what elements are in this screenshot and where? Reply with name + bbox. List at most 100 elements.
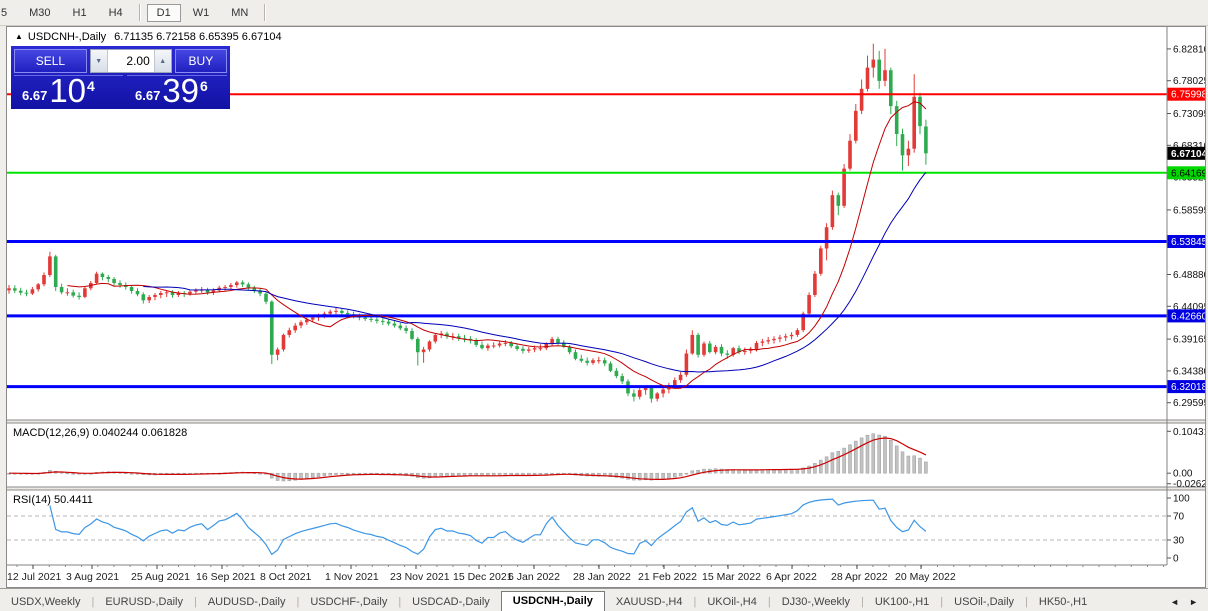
timeframe-button-5[interactable]: 5 xyxy=(1,6,8,19)
tab-separator: | xyxy=(398,596,402,608)
svg-text:6.64169: 6.64169 xyxy=(1171,168,1205,179)
svg-text:100: 100 xyxy=(1173,494,1190,505)
tab-separator: | xyxy=(193,596,197,608)
tab-scroll-left-icon[interactable]: ◄ xyxy=(1170,597,1180,607)
tab-separator: | xyxy=(767,596,771,608)
volume-input[interactable] xyxy=(107,50,154,72)
svg-text:15 Mar 2022: 15 Mar 2022 xyxy=(702,571,761,583)
svg-text:6.53845: 6.53845 xyxy=(1171,237,1205,248)
chart-tab-dj30-weekly[interactable]: DJ30-,Weekly xyxy=(781,596,850,608)
sell-price-prefix: 6.67 xyxy=(22,88,48,103)
timeframe-button-d1[interactable]: D1 xyxy=(146,3,181,22)
svg-text:1 Nov 2021: 1 Nov 2021 xyxy=(325,571,379,583)
svg-text:6.75998: 6.75998 xyxy=(1171,90,1205,101)
chart-tab-uk100-h1[interactable]: UK100-,H1 xyxy=(874,596,930,608)
chart-symbol-label: USDCNH-,Daily xyxy=(27,31,107,43)
svg-text:6.78025: 6.78025 xyxy=(1173,76,1205,87)
tab-scroll-controls: ◄ ► xyxy=(1170,597,1208,611)
svg-text:12 Jul 2021: 12 Jul 2021 xyxy=(7,571,61,583)
chart-tab-hk50-h1[interactable]: HK50-,H1 xyxy=(1038,596,1088,608)
tab-separator: | xyxy=(1025,596,1028,608)
macd-histogram xyxy=(7,433,928,482)
chart-tab-usoil-daily[interactable]: USOil-,Daily xyxy=(954,596,1015,608)
timeframe-button-m30[interactable]: M30 xyxy=(29,6,51,19)
chart-window: 6.828106.780256.730956.683106.635256.585… xyxy=(6,26,1208,588)
svg-text:30: 30 xyxy=(1173,536,1185,547)
svg-text:6.73095: 6.73095 xyxy=(1173,109,1205,120)
buy-price-big-digits: 39 xyxy=(162,72,200,109)
timeframe-toolbar: 5 M30 H1 H4 D1 W1 MN xyxy=(0,0,1208,26)
svg-text:6.29595: 6.29595 xyxy=(1173,398,1205,409)
buy-button[interactable]: BUY xyxy=(174,49,227,73)
volume-stepper: ▼ ▲ xyxy=(89,49,172,73)
sell-price-pipette: 4 xyxy=(87,78,95,94)
sell-button[interactable]: SELL xyxy=(14,49,87,73)
timeframe-button-mn[interactable]: MN xyxy=(231,6,249,19)
svg-text:6.34380: 6.34380 xyxy=(1173,366,1205,377)
svg-text:23 Nov 2021: 23 Nov 2021 xyxy=(390,571,450,583)
timeframe-button-w1[interactable]: W1 xyxy=(192,6,210,19)
svg-text:-0.026249: -0.026249 xyxy=(1173,479,1205,490)
rsi-line xyxy=(7,498,1167,556)
trade-prices-row: 6.67 10 4 6.67 39 6 xyxy=(14,72,227,109)
svg-text:0: 0 xyxy=(1173,554,1179,565)
svg-text:20 May 2022: 20 May 2022 xyxy=(895,571,956,583)
tab-separator: | xyxy=(91,596,95,608)
svg-text:8 Oct 2021: 8 Oct 2021 xyxy=(260,571,312,583)
svg-text:16 Sep 2021: 16 Sep 2021 xyxy=(196,571,256,583)
buy-price-prefix: 6.67 xyxy=(135,88,161,103)
sell-price-display[interactable]: 6.67 10 4 xyxy=(14,74,123,107)
indicator-labels: MACD(12,26,9) 0.040244 0.061828 RSI(14) 5… xyxy=(13,427,187,506)
chart-tab-usdx-weekly[interactable]: USDX,Weekly xyxy=(11,596,81,608)
collapse-chart-icon[interactable]: ▲ xyxy=(15,32,23,41)
svg-text:MACD(12,26,9) 0.040244 0.06182: MACD(12,26,9) 0.040244 0.061828 xyxy=(13,427,187,439)
svg-text:6.67104: 6.67104 xyxy=(1171,149,1205,160)
svg-text:0.00: 0.00 xyxy=(1173,469,1193,480)
chart-tabs-bar: USDX,Weekly | EURUSD-,Daily | AUDUSD-,Daily |… xyxy=(0,588,1208,611)
candlestick-series xyxy=(7,43,928,403)
toolbar-separator xyxy=(138,4,141,21)
chart-tab-ukoil-h4[interactable]: UKOil-,H4 xyxy=(707,596,757,608)
svg-text:6.32018: 6.32018 xyxy=(1171,382,1205,393)
chart-tab-xauusd-h4[interactable]: XAUUSD-,H4 xyxy=(615,596,683,608)
volume-increase-button[interactable]: ▲ xyxy=(153,50,171,72)
svg-text:6.48880: 6.48880 xyxy=(1173,270,1205,281)
svg-text:6.44095: 6.44095 xyxy=(1173,302,1205,313)
svg-text:0.104313: 0.104313 xyxy=(1173,427,1205,438)
tab-separator: | xyxy=(940,596,944,608)
time-axis: 12 Jul 2021 3 Aug 2021 25 Aug 2021 16 Sep 2… xyxy=(7,564,1167,583)
price-level-lines xyxy=(7,93,1167,389)
chart-header: ▲ USDCNH-,Daily 6.71135 6.72158 6.65395 6.… xyxy=(15,31,282,43)
svg-text:28 Jan 2022: 28 Jan 2022 xyxy=(573,571,631,583)
chart-canvas[interactable]: 6.828106.780256.730956.683106.635256.585… xyxy=(7,27,1208,587)
chart-ohlc-values: 6.71135 6.72158 6.65395 6.67104 xyxy=(114,31,282,43)
chart-tab-usdchf-daily[interactable]: USDCHF-,Daily xyxy=(310,596,388,608)
timeframe-button-h1[interactable]: H1 xyxy=(72,6,87,19)
tab-separator: | xyxy=(861,596,864,608)
timeframe-button-h4[interactable]: H4 xyxy=(108,6,123,19)
svg-text:21 Feb 2022: 21 Feb 2022 xyxy=(638,571,697,583)
svg-text:6 Jan 2022: 6 Jan 2022 xyxy=(508,571,560,583)
svg-text:28 Apr 2022: 28 Apr 2022 xyxy=(831,571,888,583)
svg-text:6.58595: 6.58595 xyxy=(1173,205,1205,216)
svg-text:6.42660: 6.42660 xyxy=(1171,311,1205,322)
tab-separator: | xyxy=(296,596,300,608)
chart-tab-usdcad-daily[interactable]: USDCAD-,Daily xyxy=(412,596,490,608)
buy-price-pipette: 6 xyxy=(200,78,208,94)
tab-scroll-right-icon[interactable]: ► xyxy=(1189,597,1198,607)
chart-tab-eurusd-daily[interactable]: EURUSD-,Daily xyxy=(105,596,183,608)
svg-text:70: 70 xyxy=(1173,512,1185,523)
price-level-badges: 6.75998 6.64169 6.53845 6.42660 6.32018 6.671… xyxy=(1167,87,1208,394)
svg-text:6 Apr 2022: 6 Apr 2022 xyxy=(766,571,817,583)
chart-tab-audusd-daily[interactable]: AUDUSD-,Daily xyxy=(207,596,286,608)
svg-text:6.82810: 6.82810 xyxy=(1173,44,1205,55)
svg-text:3 Aug 2021: 3 Aug 2021 xyxy=(66,571,119,583)
buy-price-display[interactable]: 6.67 39 6 xyxy=(127,72,227,109)
svg-text:RSI(14) 50.4411: RSI(14) 50.4411 xyxy=(13,494,93,506)
volume-decrease-button[interactable]: ▼ xyxy=(90,50,108,72)
chart-tab-usdcnh-daily[interactable]: USDCNH-,Daily xyxy=(500,591,605,611)
svg-text:25 Aug 2021: 25 Aug 2021 xyxy=(131,571,190,583)
svg-text:6.68310: 6.68310 xyxy=(1173,141,1205,152)
